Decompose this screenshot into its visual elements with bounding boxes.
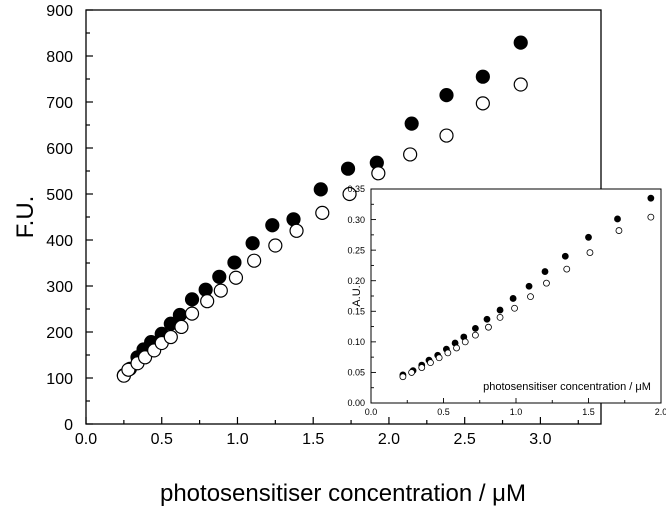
inset-ticks: 0.0 0.5 1.0 1.5 2.0 0.00 0.05 0.10 0.15 0.20 0.25 0…	[347, 184, 666, 417]
main-filled-point	[265, 218, 280, 233]
main-y-tick-label: 0	[64, 417, 73, 434]
main-open-point	[228, 270, 244, 285]
main-y-axis-title: F.U.	[12, 196, 39, 239]
main-x-tick-label: 1.5	[302, 431, 324, 448]
main-y-tick-label: 400	[46, 233, 73, 250]
main-x-tick-label: 0.0	[75, 431, 97, 448]
inset-open-point	[511, 304, 518, 312]
inset-y-tick-label: 0.15	[347, 307, 365, 317]
main-x-tick-label: 0.5	[151, 431, 173, 448]
inset-open-point	[408, 369, 416, 376]
main-y-tick-label: 600	[46, 141, 73, 158]
inset-open-point	[586, 249, 594, 256]
main-y-tick-label: 200	[46, 325, 73, 342]
inset-open-point	[471, 331, 479, 339]
main-open-point	[439, 128, 454, 143]
inset-filled-point	[483, 315, 491, 323]
main-filled-point	[198, 282, 213, 297]
main-x-tick-label: 1.0	[226, 431, 248, 448]
main-points	[116, 35, 528, 383]
main-open-point	[403, 147, 418, 162]
inset-open-point	[527, 293, 534, 301]
main-filled-point	[313, 182, 328, 197]
main-plot: 0.0 0.5 1.0 1.5 2.0 2.5 3.0 0 100 200 300 400 500 600…	[12, 3, 602, 507]
inset-x-axis-title: photosensitiser concentration / μM	[483, 381, 651, 393]
inset-x-tick-label: 1.0	[510, 407, 523, 417]
inset-x-tick-label: 0.0	[365, 407, 378, 417]
main-open-point	[371, 166, 386, 181]
main-x-axis-title: photosensitiser concentration / μM	[160, 480, 526, 507]
inset-y-tick-label: 0.10	[347, 337, 365, 347]
inset-open-point	[615, 227, 623, 234]
inset-y-tick-label: 0.20	[347, 276, 365, 286]
main-open-point	[268, 238, 283, 253]
main-open-point	[213, 283, 228, 298]
main-open-point	[513, 77, 528, 92]
inset-plot: 0.0 0.5 1.0 1.5 2.0 0.00 0.05 0.10 0.15 0.20 0.25 0…	[347, 184, 666, 417]
inset-filled-point	[614, 215, 621, 223]
main-filled-point	[475, 69, 490, 84]
inset-filled-point	[541, 268, 549, 275]
inset-open-point	[563, 265, 571, 273]
main-open-point	[200, 294, 215, 309]
main-open-point	[342, 186, 357, 202]
inset-filled-point	[561, 252, 569, 260]
inset-open-point	[543, 279, 550, 287]
inset-y-tick-label: 0.25	[347, 245, 365, 255]
main-open-point	[247, 253, 262, 268]
main-open-point	[475, 96, 490, 111]
inset-open-point	[496, 313, 504, 321]
main-filled-point	[172, 307, 188, 323]
main-y-tick-label: 700	[46, 95, 73, 112]
inset-open-point	[485, 323, 492, 331]
inset-y-tick-label: 0.05	[347, 368, 365, 378]
main-y-tick-label: 900	[46, 3, 73, 20]
inset-open-point	[418, 364, 426, 371]
main-filled-point	[212, 269, 227, 284]
inset-open-point	[444, 349, 452, 357]
main-open-point	[174, 319, 189, 335]
inset-filled-point	[647, 194, 655, 202]
main-filled-point	[340, 161, 356, 176]
inset-filled-point	[509, 295, 517, 302]
inset-filled-point	[585, 233, 592, 241]
inset-filled-point	[496, 306, 504, 314]
main-filled-point	[227, 255, 242, 270]
inset-y-tick-label: 0.30	[347, 215, 365, 225]
main-x-tick-label: 3.0	[529, 431, 551, 448]
inset-open-point	[435, 354, 443, 362]
inset-points	[399, 194, 655, 381]
inset-open-point	[427, 359, 434, 367]
inset-x-tick-label: 1.5	[582, 407, 595, 417]
main-filled-point	[439, 87, 454, 103]
main-open-point	[289, 223, 304, 238]
inset-y-tick-label: 0.00	[347, 398, 365, 408]
main-open-point	[315, 205, 330, 220]
inset-open-point	[399, 373, 407, 381]
inset-x-tick-label: 2.0	[655, 407, 666, 417]
inset-open-point	[647, 213, 655, 221]
inset-y-axis-title: A.U.	[351, 285, 363, 306]
main-filled-point	[184, 292, 200, 307]
main-filled-point	[286, 212, 301, 227]
main-filled-point	[245, 236, 260, 251]
inset-x-tick-label: 0.5	[437, 407, 450, 417]
main-y-tick-label: 500	[46, 187, 73, 204]
main-x-tick-label: 2.5	[454, 431, 476, 448]
inset-y-tick-label: 0.35	[347, 184, 365, 194]
main-open-point	[184, 306, 200, 321]
inset-open-point	[461, 338, 469, 346]
inset-open-point	[453, 344, 460, 352]
main-y-tick-label: 300	[46, 279, 73, 296]
main-filled-point	[404, 116, 419, 131]
main-y-tick-label: 100	[46, 371, 73, 388]
inset-filled-point	[525, 282, 533, 290]
main-ticks: 0.0 0.5 1.0 1.5 2.0 2.5 3.0 0 100 200 300 400 500 600…	[46, 3, 579, 448]
main-x-tick-label: 2.0	[378, 431, 400, 448]
main-filled-point	[513, 35, 528, 50]
main-open-point	[163, 329, 178, 345]
main-y-tick-label: 800	[46, 49, 73, 66]
inset-filled-point	[471, 325, 479, 332]
